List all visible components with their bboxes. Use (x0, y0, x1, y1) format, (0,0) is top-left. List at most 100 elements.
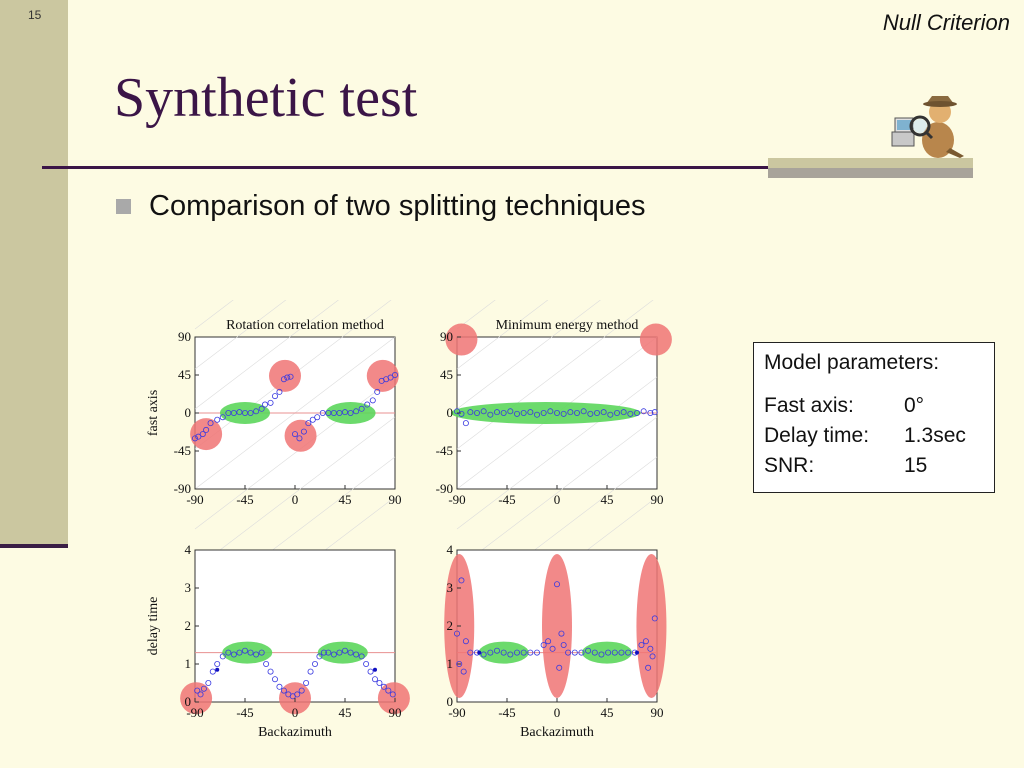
data-point (325, 649, 332, 656)
chart-panel-top-left (190, 176, 399, 650)
data-point (638, 641, 645, 648)
detective-clipart-icon (891, 96, 964, 158)
data-point (585, 647, 592, 654)
highlight-tall-ellipse (636, 554, 667, 698)
data-point (219, 414, 226, 421)
y-tick-label: 2 (185, 618, 192, 633)
x-tick-label: 90 (651, 492, 664, 507)
data-point (276, 683, 283, 690)
x-tick-label: 90 (651, 705, 664, 720)
data-point (267, 668, 274, 675)
y-tick-label: -90 (436, 481, 453, 496)
data-point (487, 649, 494, 656)
left-band-underline (0, 544, 68, 548)
data-point (263, 660, 270, 667)
data-point (247, 649, 254, 656)
data-point (341, 647, 348, 654)
data-point (225, 649, 232, 656)
x-tick-label: 0 (554, 492, 561, 507)
data-point (567, 409, 574, 416)
data-point (647, 410, 654, 417)
data-point (376, 679, 383, 686)
data-point (645, 664, 652, 671)
y-tick-label: 0 (185, 694, 192, 709)
chart-panel-bottom-left (180, 549, 410, 715)
data-point (593, 410, 600, 417)
data-point (203, 426, 210, 433)
data-point (287, 373, 294, 380)
bullet-square-icon (116, 199, 131, 214)
data-point (230, 651, 237, 658)
x-tick-label: -45 (236, 705, 253, 720)
data-point (513, 649, 520, 656)
params-heading: Model parameters: (764, 351, 940, 374)
background-guide-line (194, 376, 396, 530)
params-row: SNR: 15 (764, 451, 984, 481)
data-point (194, 687, 201, 694)
data-point (311, 660, 318, 667)
data-point (374, 388, 381, 395)
data-point (651, 615, 658, 622)
y-tick-label: 2 (447, 618, 454, 633)
x-tick-label: 90 (389, 492, 402, 507)
highlight-ellipse (220, 402, 270, 424)
data-point (367, 668, 374, 675)
data-point (547, 408, 554, 415)
data-point (605, 649, 612, 656)
data-point (353, 651, 360, 658)
data-point (634, 410, 641, 417)
data-point (467, 409, 474, 416)
params-label: Delay time: (764, 424, 870, 447)
data-point (236, 409, 243, 416)
data-point (236, 649, 243, 656)
model-parameters-box: Model parameters: Fast axis: 0° Delay ti… (753, 342, 995, 493)
data-point (625, 649, 632, 656)
data-point (347, 410, 354, 417)
data-point (467, 649, 474, 656)
data-point (303, 679, 310, 686)
data-point (520, 649, 527, 656)
data-point (307, 668, 314, 675)
data-point (389, 691, 396, 698)
data-point (197, 691, 204, 698)
data-point (298, 687, 305, 694)
highlight-circle (366, 359, 399, 392)
data-point (549, 645, 556, 652)
data-point (607, 411, 614, 418)
background-guide-line (456, 296, 658, 450)
data-point (556, 664, 563, 671)
bullet-text: Comparison of two splitting techniques (149, 190, 646, 222)
data-point (358, 405, 365, 412)
x-tick-label: 45 (339, 492, 352, 507)
data-point (276, 388, 283, 395)
data-point (647, 645, 654, 652)
data-point (558, 630, 565, 637)
data-point (513, 410, 520, 417)
x-tick-label: -90 (186, 705, 203, 720)
data-point (458, 410, 465, 417)
bullet-item: Comparison of two splitting techniques (116, 190, 645, 223)
data-point (560, 410, 567, 417)
data-point (261, 401, 268, 408)
data-marker (477, 650, 482, 655)
data-point (480, 651, 487, 658)
highlight-ellipse (582, 641, 632, 664)
data-point (480, 408, 487, 415)
data-point (385, 687, 392, 694)
data-point (600, 409, 607, 416)
data-point (353, 408, 360, 415)
x-tick-label: -45 (498, 705, 515, 720)
data-point (520, 410, 527, 417)
data-point (527, 649, 534, 656)
data-point (500, 649, 507, 656)
data-point (371, 676, 378, 683)
data-point (533, 649, 540, 656)
x-tick-label: 0 (292, 492, 299, 507)
title-accent-bar (768, 158, 973, 178)
data-point (618, 649, 625, 656)
data-point (493, 647, 500, 654)
data-point (507, 408, 514, 415)
data-point (553, 410, 560, 417)
data-point (364, 401, 371, 408)
data-point (573, 410, 580, 417)
